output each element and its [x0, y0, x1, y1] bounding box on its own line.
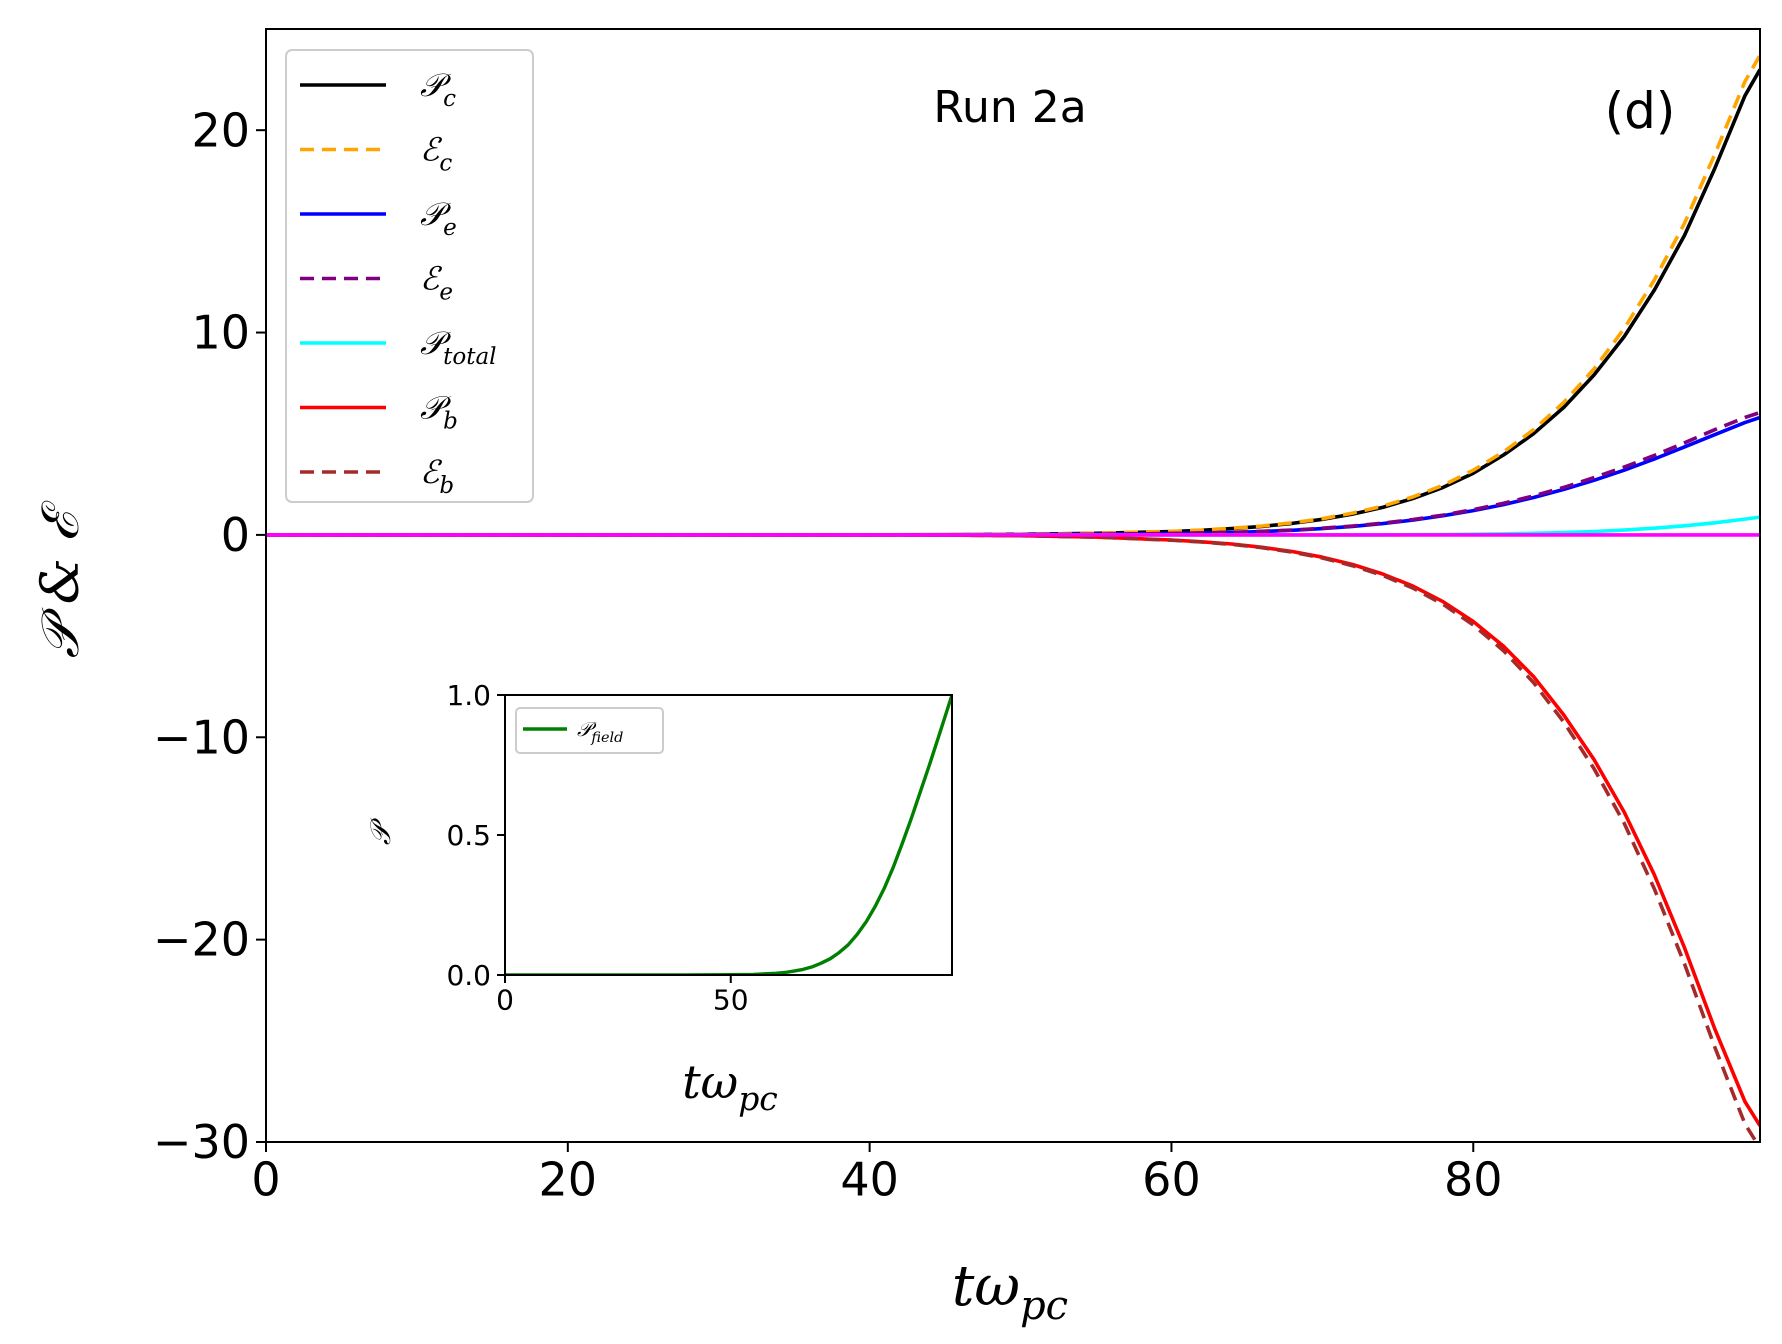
inset-x-axis-ticks: 0 50: [496, 975, 749, 1017]
main-y-tick-label--20: −20: [153, 913, 250, 967]
inset-plot: 0 50 1.00.50.0 tωpc 𝒫 𝒫field: [364, 679, 953, 1118]
main-x-tick-label-20: 20: [539, 1153, 598, 1207]
main-legend-label-c: 𝒫c: [420, 66, 456, 112]
main-legend-label-b: 𝒫b: [420, 389, 458, 435]
main-series-line-e-b: [266, 533, 1759, 1142]
inset-y-tick-label-1: 1.0: [446, 679, 491, 712]
main-y-tick-label-0: 0: [221, 508, 250, 562]
main-x-axis-label: tωpc: [952, 1254, 1068, 1329]
inset-x-axis-label: tωpc: [682, 1055, 778, 1118]
inset-x-tick-label-0: 0: [496, 984, 514, 1017]
main-y-axis-ticks: 20 10 0 −10 −20 −30: [153, 103, 266, 1169]
inset-y-axis-ticks: 1.0 0.5 0.0: [446, 679, 505, 992]
main-x-tick-label-80: 80: [1444, 1153, 1503, 1207]
main-y-tick-label--30: −30: [153, 1115, 250, 1169]
main-series-lines: [266, 54, 1760, 1142]
main-y-tick-label-20: 20: [191, 103, 250, 157]
main-x-axis-label-sub: pc: [1020, 1283, 1068, 1329]
inset-x-tick-label-50: 50: [713, 984, 749, 1017]
main-series-line-e-e: [266, 410, 1760, 537]
main-legend-box: [285, 49, 534, 503]
main-plot-frame: [265, 28, 1761, 1143]
inset-x-axis-label-base: tω: [682, 1055, 738, 1109]
main-y-tick-label--10: −10: [153, 710, 250, 764]
main-x-tick-label-0: 0: [251, 1153, 280, 1207]
inset-x-axis-label-sub: pc: [738, 1079, 778, 1118]
inset-y-tick-label-0: 0.0: [446, 959, 491, 992]
main-series-line-e-c: [266, 54, 1760, 537]
main-y-tick-label-10: 10: [191, 306, 250, 360]
inset-y-tick-label-0-5: 0.5: [446, 819, 491, 852]
main-x-tick-label-60: 60: [1142, 1153, 1201, 1207]
main-x-axis-ticks: 0 20 40 60 80: [251, 1142, 1503, 1207]
inset-legend: 𝒫field: [515, 707, 664, 754]
panel-label: (d): [1605, 82, 1676, 140]
run-label: Run 2a: [933, 82, 1086, 133]
inset-legend-box: [515, 707, 664, 754]
main-legend-label-e: ℰe: [420, 260, 453, 306]
main-legend-label-b: ℰb: [420, 453, 454, 499]
main-legend-label-c: ℰc: [420, 131, 452, 177]
main-x-tick-label-40: 40: [840, 1153, 899, 1207]
main-x-axis-label-base: tω: [952, 1254, 1020, 1319]
main-legend-label-e: 𝒫e: [420, 195, 457, 241]
main-y-axis-label: 𝒫 & ℰ: [31, 499, 91, 658]
